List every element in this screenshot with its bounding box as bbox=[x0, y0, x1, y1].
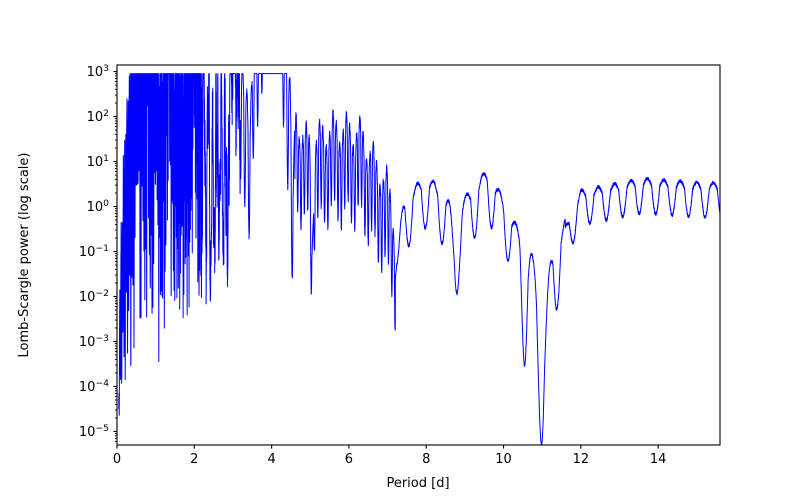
x-tick-label: 14 bbox=[650, 452, 667, 467]
x-tick-label: 6 bbox=[345, 452, 353, 467]
x-tick-label: 4 bbox=[267, 452, 275, 467]
axes-frame bbox=[116, 64, 721, 446]
y-axis-minor-ticks bbox=[114, 73, 117, 442]
x-axis-tick-labels: 0 2 4 6 8 10 12 14 bbox=[113, 452, 667, 467]
x-tick-label: 0 bbox=[113, 452, 121, 467]
x-axis-ticks bbox=[116, 445, 659, 449]
data-series-group bbox=[118, 73, 720, 445]
y-axis-label: Lomb-Scargle power (log scale) bbox=[17, 153, 32, 358]
lomb-scargle-power-curve bbox=[118, 73, 720, 445]
x-tick-label: 12 bbox=[573, 452, 590, 467]
x-tick-label: 2 bbox=[190, 452, 198, 467]
x-axis-label: Period [d] bbox=[386, 476, 449, 491]
x-tick-label: 10 bbox=[495, 452, 512, 467]
x-tick-label: 8 bbox=[422, 452, 430, 467]
y-axis-ticks bbox=[113, 71, 117, 433]
